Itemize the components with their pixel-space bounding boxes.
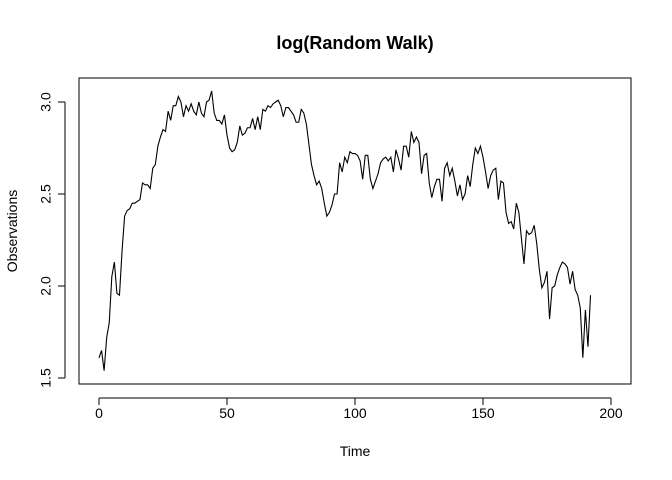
x-axis-label: Time bbox=[340, 443, 371, 459]
x-tick-label: 50 bbox=[219, 405, 235, 421]
series-line-0 bbox=[98, 90, 592, 371]
x-tick-label: 200 bbox=[599, 405, 623, 421]
axes-layer: 0 50 100 150 200 1.5 2.0 2.5 3.0 bbox=[38, 92, 623, 421]
x-tick-label: 100 bbox=[343, 405, 367, 421]
y-tick-label: 1.5 bbox=[38, 368, 54, 388]
y-tick-label: 2.0 bbox=[38, 276, 54, 296]
plot-frame bbox=[78, 77, 632, 385]
x-tick-label: 0 bbox=[95, 405, 103, 421]
y-tick-label: 2.5 bbox=[38, 184, 54, 204]
y-axis-label: Observations bbox=[4, 190, 20, 272]
series-layer bbox=[98, 90, 592, 371]
x-tick-label: 150 bbox=[471, 405, 495, 421]
chart-title: log(Random Walk) bbox=[276, 33, 433, 53]
y-tick-label: 3.0 bbox=[38, 92, 54, 112]
